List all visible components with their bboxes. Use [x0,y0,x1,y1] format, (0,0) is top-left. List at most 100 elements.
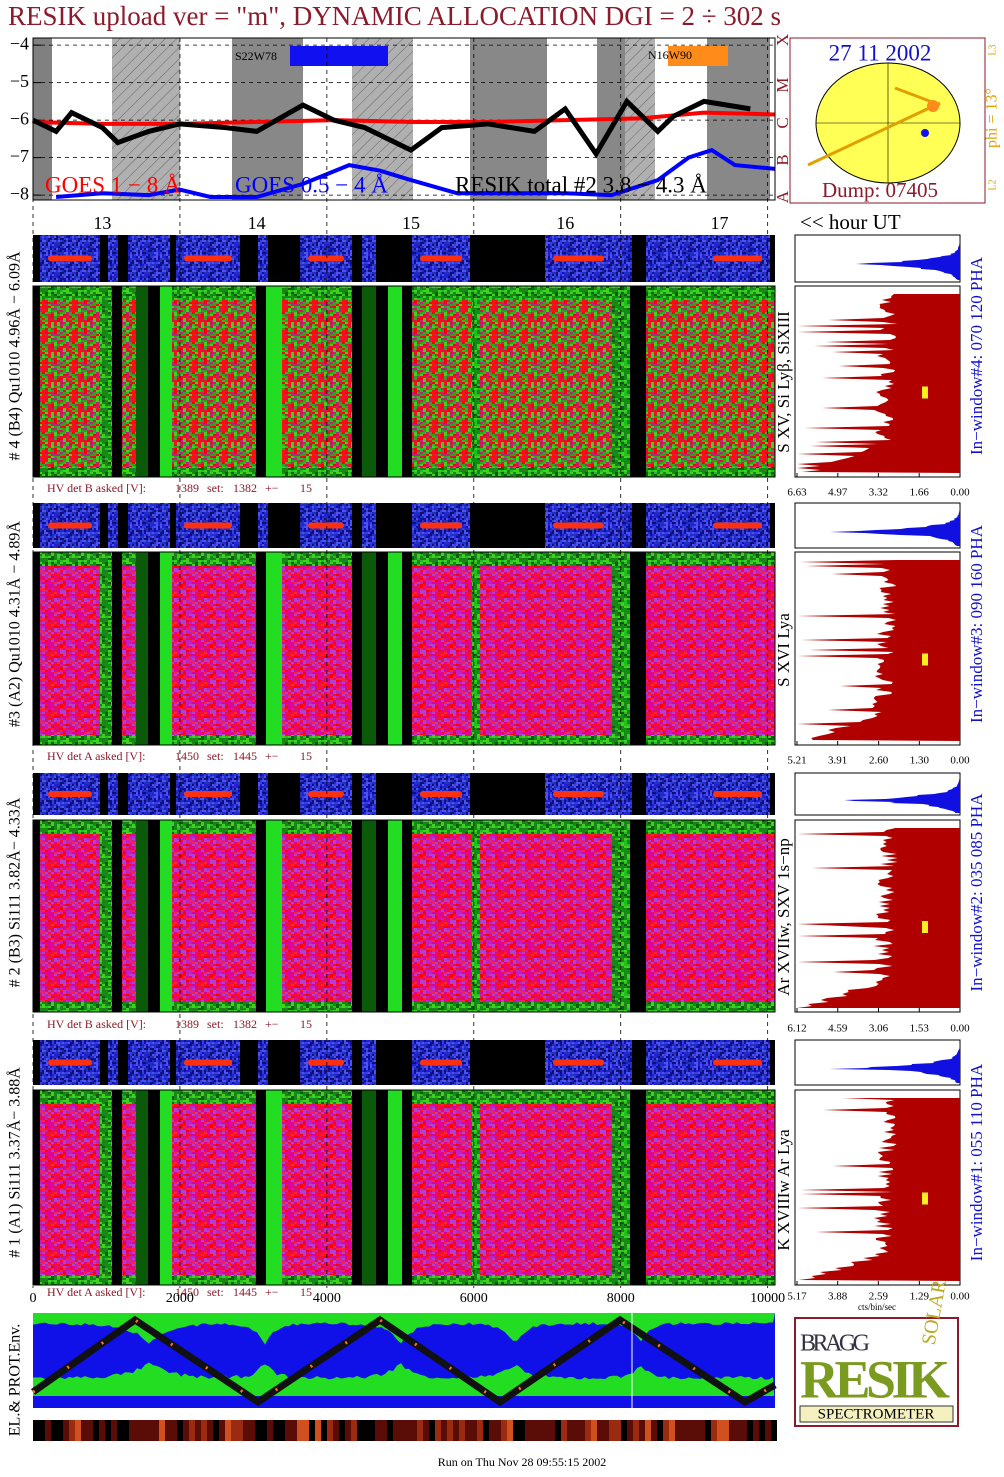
activity-strip [621,1420,627,1441]
strip-segment [268,773,300,815]
strip-segment [362,1040,376,1085]
hist-tick-label: 3.06 [869,1023,889,1035]
region-bar [290,46,388,66]
strip-segment [632,1040,646,1085]
panel-label: # 4 (B4) Qu1010 4.96Å − 6.09Å [6,251,24,460]
spectrogram-edge [282,820,352,834]
spectrogram-segment [646,552,775,745]
marker [922,1192,928,1205]
strip-segment [128,503,170,548]
activity-strip [549,1420,555,1441]
spectrogram-segment [412,552,472,745]
spectrogram-segment [256,552,266,745]
hv-text: 1445 [233,749,257,763]
spectrogram-segment [33,820,40,1012]
hist-tick-label: 0.00 [950,487,970,499]
x-tick-label: 6000 [460,1291,488,1306]
spectrogram-segment [148,552,160,745]
activity-strip [483,1420,489,1441]
spectrogram-segment [136,286,148,477]
spectrogram-edge [646,1275,775,1285]
hv-text: set: [207,1285,224,1299]
hist-tick-label: 2.60 [869,755,889,767]
activity-strip [471,1420,477,1441]
spectrogram-segment [646,1090,775,1285]
strip-band [553,791,604,797]
night-band [33,38,52,200]
spectrogram-segment [266,1090,282,1285]
spectrogram-edge [172,1275,256,1285]
activity-strip [753,1420,759,1441]
spectrogram-edge [122,552,136,566]
spectrogram-segment [402,1090,412,1285]
hv-text: 1450 [175,1285,199,1299]
window-label: In−window#4: 070 120 PHA [967,256,986,455]
activity-strip [333,1420,339,1441]
strip-segment [268,503,300,548]
hist-tick-label: 1.30 [910,755,930,767]
strip-segment [612,773,632,815]
hv-text: set: [207,749,224,763]
strip-band [184,522,232,529]
spectrogram-segment [612,286,630,477]
spectrogram-segment [148,1090,160,1285]
hv-text: HV det B asked [V]: [47,1017,146,1031]
spectrogram-segment [612,820,630,1012]
strip-band [308,522,344,529]
spectrogram-segment [160,820,172,1012]
strip-segment [33,773,40,815]
panel-label: #3 (A2) Qu1010 4.31Å − 4.89Å [6,521,24,727]
activity-strip [759,1420,765,1441]
spectrogram-edge [412,820,472,834]
strip-segment [128,773,170,815]
hv-text: 1382 [233,481,257,495]
strip-band [184,1059,232,1066]
strip-segment [258,235,268,282]
spectrogram-segment [172,286,256,477]
strip-segment [770,1040,775,1085]
activity-strip [369,1420,375,1441]
l3: L3 [987,44,998,55]
activity-strip [723,1420,729,1441]
hist-tick-label: 1.66 [910,487,930,499]
activity-strip [405,1420,411,1441]
strip-band [553,1059,604,1066]
activity-strip [351,1420,357,1441]
panel-label: # 2 (B3) Si111 3.82Å− 4.33Å [6,797,24,987]
spectrogram-segment [472,286,480,477]
window-label: In−window#2: 035 085 PHA [967,793,986,992]
strip-segment [108,235,118,282]
x-tick-label: 16 [556,213,574,233]
spectrogram-segment [402,552,412,745]
strip-segment [268,1040,300,1085]
spectrogram-edge [646,467,775,477]
flare-class: C [773,117,792,128]
strip-segment [108,773,118,815]
particles-label: EL.& PROT.Env. [7,1324,24,1436]
activity-strip [231,1420,237,1441]
strip-segment [100,1040,108,1085]
strip-segment [470,773,545,815]
spectrogram-edge [480,1002,612,1012]
spectrogram-segment [388,1090,402,1285]
hist-axis-label: cts/bin/sec [858,1302,896,1312]
spectrogram-edge [646,286,775,300]
strip-segment [376,503,412,548]
strip-band [48,791,92,797]
spectrogram-edge [282,286,352,300]
activity-strip [771,1420,777,1441]
spectrogram-edge [122,1275,136,1285]
spectrogram-segment [480,1090,612,1285]
strip-band [420,791,462,797]
spectrogram-segment [480,552,612,745]
night-band [112,38,180,200]
hist-tick-label: 6.12 [787,1023,806,1035]
activity-strip [225,1420,231,1441]
activity-strip [309,1420,315,1441]
spectrogram-segment [122,1090,136,1285]
activity-strip [393,1420,399,1441]
strip-band [48,1059,92,1066]
activity-strip [429,1420,435,1441]
spectrogram-edge [646,735,775,745]
